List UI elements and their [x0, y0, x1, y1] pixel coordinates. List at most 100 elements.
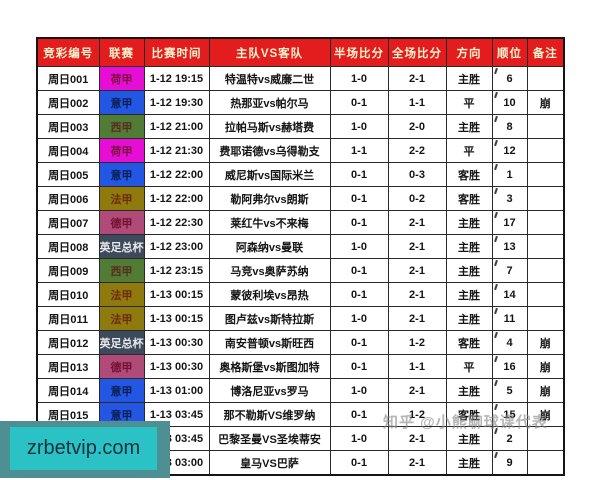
rank-cell: 3 [491, 186, 528, 211]
direction-cell: 平 [445, 138, 493, 163]
half-score-cell: 0-1 [329, 90, 389, 115]
table-row: 周日003 西甲 1-12 21:00 拉帕马斯vs赫塔费 1-0 2-0 主胜 8 [36, 114, 565, 139]
half-score-cell: 0-1 [329, 330, 389, 355]
note-cell [526, 162, 565, 187]
table-row: 周日009 西甲 1-12 23:15 马竞vs奥萨苏纳 0-1 2-1 主胜 7 [36, 258, 565, 283]
time-cell: 1-12 23:15 [143, 258, 210, 283]
full-score-cell: 0-3 [387, 162, 447, 187]
table-row: 周日007 德甲 1-12 22:30 莱红牛vs不来梅 0-1 2-1 主胜 17 [36, 210, 565, 235]
full-score-cell: 2-1 [387, 378, 447, 403]
teams-cell: 皇马VS巴萨 [208, 450, 331, 476]
league-cell: 意甲 [98, 378, 145, 403]
rank-cell: 14 [491, 282, 528, 307]
time-cell: 1-12 22:00 [143, 162, 210, 187]
note-cell [526, 306, 565, 331]
time-cell: 1-12 19:30 [143, 90, 210, 115]
teams-cell: 勒阿弗尔vs朗斯 [208, 186, 331, 211]
teams-cell: 莱红牛vs不来梅 [208, 210, 331, 235]
rank-cell: 5 [491, 378, 528, 403]
teams-cell: 费耶诺德vs乌得勒支 [208, 138, 331, 163]
rank-cell: 8 [491, 114, 528, 139]
match-id-cell: 周日013 [36, 354, 100, 379]
match-id-cell: 周日003 [36, 114, 100, 139]
match-results-table: 竞彩编号 联赛 比赛时间 主队VS客队 半场比分 全场比分 方向 顺位 备注 周日001 荷甲 1-… [36, 37, 565, 476]
league-cell: 西甲 [98, 114, 145, 139]
direction-cell: 客胜 [445, 186, 493, 211]
rank-cell: 4 [491, 330, 528, 355]
table-row: 周日002 意甲 1-12 19:30 热那亚vs帕尔马 0-1 1-1 平 10 崩 [36, 90, 565, 115]
league-cell: 英足总杯 [98, 330, 145, 355]
full-score-cell: 2-0 [387, 114, 447, 139]
half-score-cell: 0-1 [329, 162, 389, 187]
full-score-cell: 0-2 [387, 186, 447, 211]
note-cell [526, 450, 565, 476]
half-score-cell: 1-0 [329, 378, 389, 403]
time-cell: 1-12 22:30 [143, 210, 210, 235]
time-cell: 1-12 21:30 [143, 138, 210, 163]
note-cell: 崩 [526, 354, 565, 379]
match-id-cell: 周日011 [36, 306, 100, 331]
note-cell [526, 210, 565, 235]
half-score-cell: 0-1 [329, 354, 389, 379]
direction-cell: 客胜 [445, 330, 493, 355]
league-cell: 英足总杯 [98, 234, 145, 259]
match-results-table-wrap: 竞彩编号 联赛 比赛时间 主队VS客队 半场比分 全场比分 方向 顺位 备注 周日001 荷甲 1-… [36, 37, 565, 476]
full-score-cell: 2-1 [387, 258, 447, 283]
direction-cell: 平 [445, 354, 493, 379]
direction-cell: 主胜 [445, 258, 493, 283]
table-row: 周日008 英足总杯 1-12 23:00 阿森纳vs曼联 1-0 2-1 主胜 13 [36, 234, 565, 259]
direction-cell: 客胜 [445, 162, 493, 187]
match-id-cell: 周日006 [36, 186, 100, 211]
rank-cell: 16 [491, 354, 528, 379]
teams-cell: 威尼斯vs国际米兰 [208, 162, 331, 187]
column-header: 主队VS客队 [208, 37, 331, 67]
direction-cell: 客胜 [445, 402, 493, 427]
direction-cell: 主胜 [445, 306, 493, 331]
match-id-cell: 周日009 [36, 258, 100, 283]
league-cell: 西甲 [98, 258, 145, 283]
note-cell [526, 282, 565, 307]
note-cell [526, 258, 565, 283]
time-cell: 1-13 03:45 [143, 402, 210, 427]
teams-cell: 阿森纳vs曼联 [208, 234, 331, 259]
column-header: 全场比分 [387, 37, 447, 67]
column-header: 方向 [445, 37, 493, 67]
teams-cell: 南安普顿vs斯旺西 [208, 330, 331, 355]
time-cell: 1-12 23:00 [143, 234, 210, 259]
match-id-cell: 周日010 [36, 282, 100, 307]
full-score-cell: 2-1 [387, 426, 447, 451]
teams-cell: 马竞vs奥萨苏纳 [208, 258, 331, 283]
full-score-cell: 1-1 [387, 354, 447, 379]
rank-cell: 17 [491, 210, 528, 235]
column-header: 竞彩编号 [36, 37, 100, 67]
note-cell [526, 426, 565, 451]
rank-cell: 7 [491, 258, 528, 283]
teams-cell: 巴黎圣曼VS圣埃蒂安 [208, 426, 331, 451]
league-cell: 法甲 [98, 186, 145, 211]
full-score-cell: 1-2 [387, 402, 447, 427]
table-row: 周日012 英足总杯 1-13 00:30 南安普顿vs斯旺西 0-1 1-2 客胜 4 崩 [36, 330, 565, 355]
match-id-cell: 周日004 [36, 138, 100, 163]
full-score-cell: 2-1 [387, 282, 447, 307]
half-score-cell: 0-1 [329, 258, 389, 283]
note-cell: 崩 [526, 90, 565, 115]
note-cell: 崩 [526, 330, 565, 355]
time-cell: 1-12 22:00 [143, 186, 210, 211]
direction-cell: 主胜 [445, 114, 493, 139]
time-cell: 1-12 21:00 [143, 114, 210, 139]
full-score-cell: 2-1 [387, 234, 447, 259]
rank-cell: 1 [491, 162, 528, 187]
direction-cell: 主胜 [445, 426, 493, 451]
teams-cell: 博洛尼亚vs罗马 [208, 378, 331, 403]
full-score-cell: 2-2 [387, 138, 447, 163]
teams-cell: 拉帕马斯vs赫塔费 [208, 114, 331, 139]
rank-cell: 12 [491, 138, 528, 163]
league-cell: 荷甲 [98, 138, 145, 163]
promo-link[interactable]: zrbetvip.com [10, 427, 157, 470]
full-score-cell: 2-1 [387, 210, 447, 235]
match-id-cell: 周日012 [36, 330, 100, 355]
time-cell: 1-13 01:00 [143, 378, 210, 403]
rank-cell: 6 [491, 66, 528, 91]
direction-cell: 主胜 [445, 282, 493, 307]
league-cell: 意甲 [98, 162, 145, 187]
